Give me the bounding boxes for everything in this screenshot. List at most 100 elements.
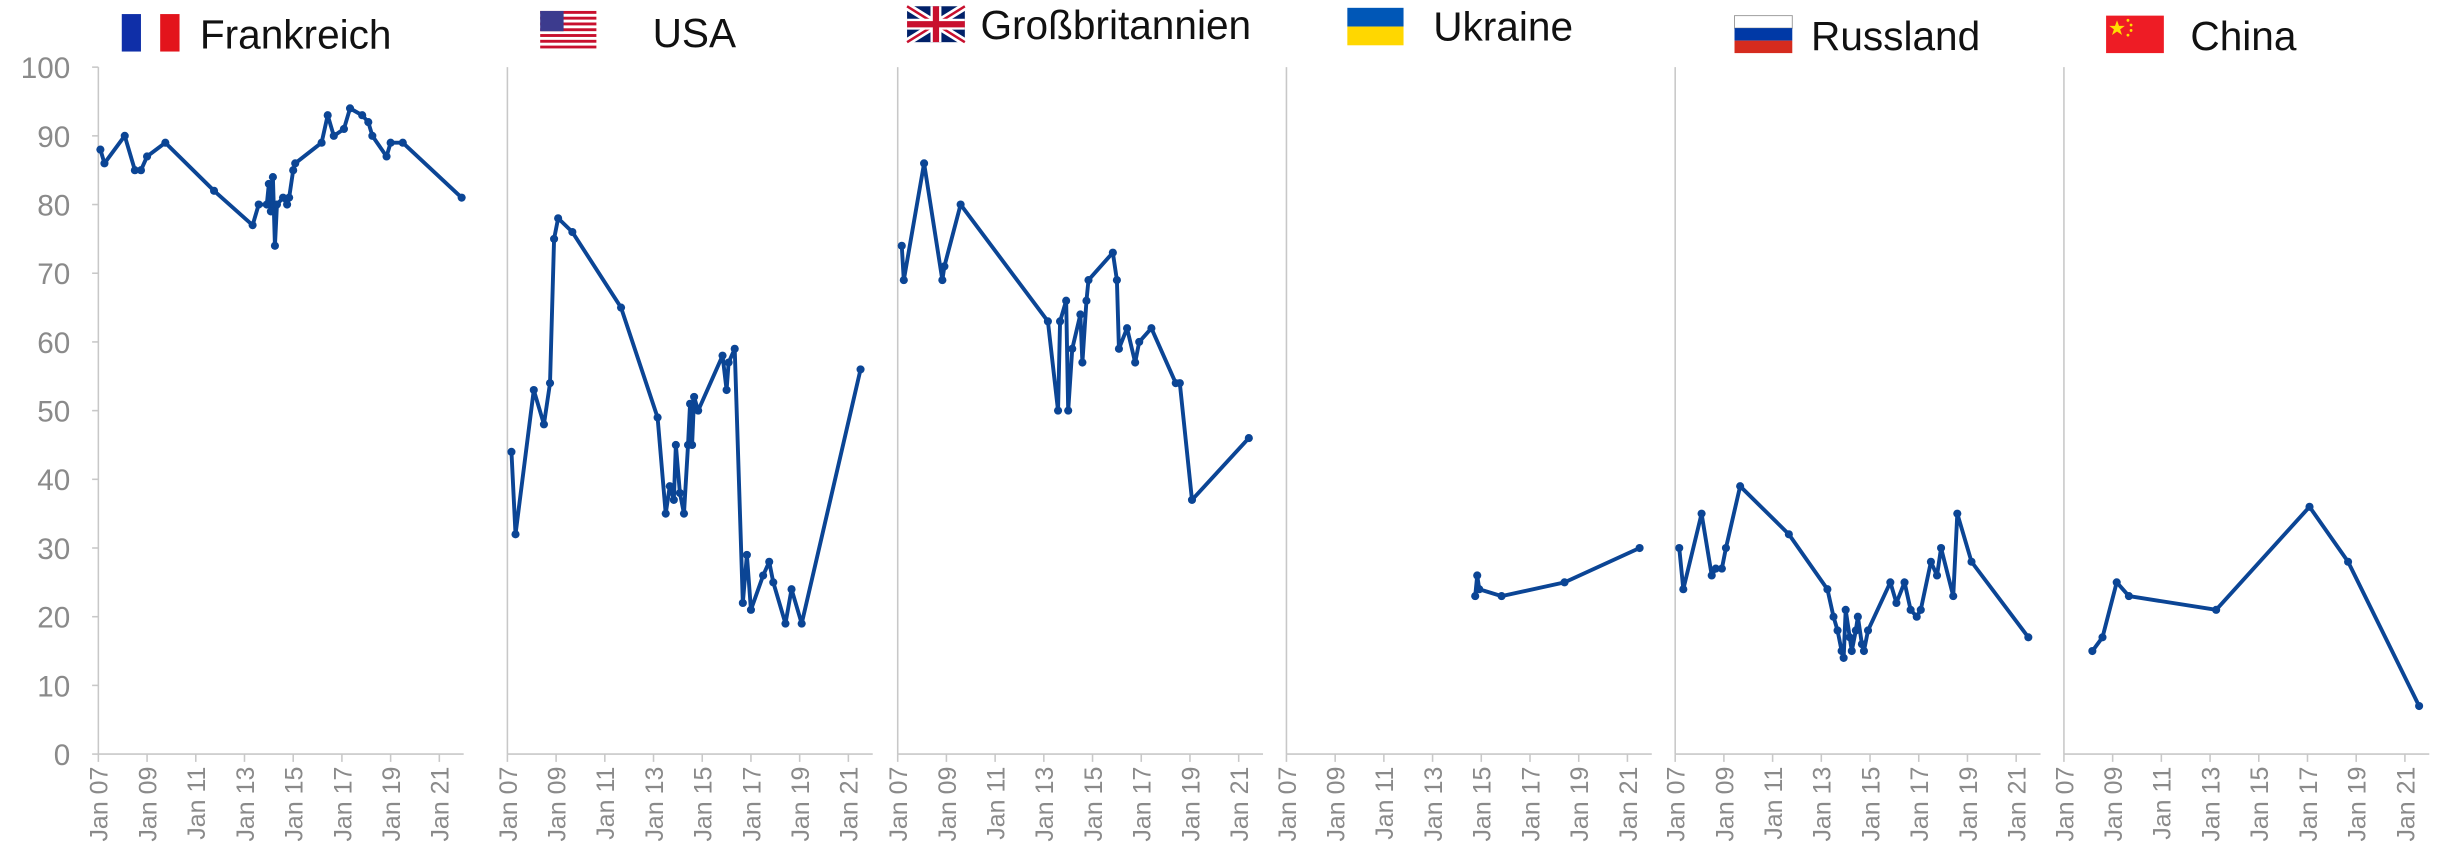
point	[661, 509, 670, 518]
point	[1082, 296, 1091, 305]
point	[2112, 578, 2121, 587]
x-tick-label: Jan 13	[641, 767, 669, 842]
point	[1847, 646, 1856, 656]
x-tick-label: Jan 21	[427, 767, 455, 842]
point	[2124, 592, 2133, 601]
x-tick-label: Jan 07	[2051, 767, 2079, 842]
line	[899, 161, 1251, 502]
y-tick-label: 0	[54, 739, 71, 772]
point	[718, 351, 727, 360]
point	[285, 193, 294, 202]
point	[1926, 557, 1935, 566]
flag-ukraine	[1347, 7, 1404, 46]
point	[1906, 605, 1915, 614]
x-tick-label: Jan 21	[836, 767, 864, 842]
point	[1135, 337, 1144, 346]
x-tick-label: Jan 11	[982, 767, 1010, 840]
y-tick-label: 90	[37, 121, 70, 154]
point	[899, 276, 908, 285]
point	[262, 200, 271, 209]
x-tick-label: Jan 13	[1809, 767, 1837, 842]
x-tick-label: Jan 19	[1177, 767, 1205, 842]
point	[665, 482, 674, 491]
point	[1473, 571, 1482, 580]
point	[568, 227, 577, 237]
point	[554, 214, 563, 223]
point	[1717, 564, 1726, 573]
point	[686, 399, 695, 408]
point	[1244, 434, 1253, 443]
x-tick-label: Jan 17	[1517, 767, 1545, 842]
point	[270, 241, 279, 250]
panel-title: Frankreich	[200, 11, 392, 57]
point	[545, 379, 555, 388]
flag-china	[2106, 15, 2164, 54]
x-tick-label: Jan 21	[2004, 767, 2032, 842]
x-tick-label: Jan 19	[1566, 767, 1594, 842]
point	[1043, 317, 1052, 326]
point	[345, 104, 355, 113]
point	[1707, 571, 1716, 580]
point	[248, 221, 257, 230]
point	[856, 365, 865, 374]
point	[1886, 578, 1895, 587]
point	[1068, 344, 1077, 353]
y-tick-label: 30	[37, 533, 70, 566]
x-tick-label: Jan 21	[1226, 767, 1254, 842]
line	[2090, 504, 2421, 707]
point	[1711, 564, 1720, 573]
y-tick-label: 40	[37, 464, 70, 497]
point	[120, 131, 129, 140]
x-tick-label: Jan 11	[2149, 767, 2177, 840]
point	[765, 557, 774, 566]
flag-uk	[905, 2, 967, 46]
panel-title: Großbritannien	[980, 2, 1251, 48]
point	[398, 138, 407, 147]
point	[1839, 653, 1848, 662]
point	[130, 166, 139, 175]
point	[1112, 276, 1121, 285]
point	[1916, 605, 1925, 614]
point	[1851, 626, 1860, 635]
point	[1076, 310, 1085, 319]
point	[730, 344, 739, 353]
point	[1053, 406, 1063, 415]
point	[209, 186, 219, 195]
point	[511, 530, 520, 539]
x-tick-label: Jan 13	[1031, 767, 1059, 842]
point	[1837, 646, 1846, 656]
x-tick-label: Jan 07	[885, 767, 913, 842]
point	[1108, 248, 1117, 257]
point	[722, 385, 731, 395]
x-tick-label: Jan 17	[2295, 767, 2323, 842]
point	[1056, 317, 1065, 326]
point	[1833, 626, 1842, 635]
point	[1736, 482, 1745, 491]
x-tick-label: Jan 19	[2344, 767, 2372, 842]
point	[1859, 646, 1869, 656]
point	[1475, 585, 1484, 594]
point	[781, 619, 790, 628]
point	[2024, 633, 2033, 642]
point	[507, 447, 516, 456]
x-tick-label: Jan 15	[1080, 767, 1108, 842]
point	[289, 166, 298, 175]
point	[1900, 578, 1909, 587]
point	[1823, 585, 1832, 594]
point	[1863, 626, 1873, 635]
point	[940, 262, 949, 271]
x-tick-label: Jan 17	[1906, 767, 1934, 842]
point	[1912, 612, 1921, 621]
point	[539, 420, 548, 429]
point	[690, 392, 699, 401]
y-tick-label: 80	[37, 189, 70, 222]
point	[266, 207, 275, 216]
point	[2098, 633, 2107, 642]
point	[1675, 543, 1684, 553]
y-tick-label: 20	[37, 602, 70, 635]
point	[382, 152, 391, 161]
point	[1829, 612, 1838, 621]
point	[1114, 344, 1123, 353]
point	[787, 585, 796, 594]
